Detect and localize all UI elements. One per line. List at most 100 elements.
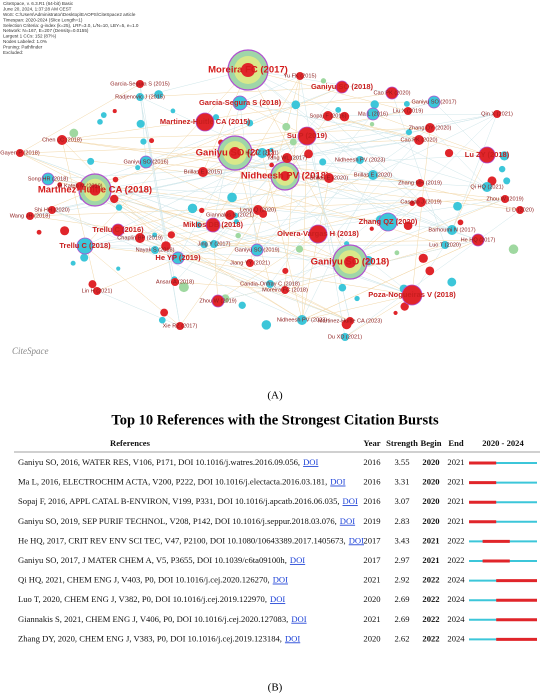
node-label: Trellu C (2018) xyxy=(59,241,111,250)
node xyxy=(26,212,34,220)
node xyxy=(93,287,101,295)
node-label: He YP (2019) xyxy=(155,253,201,262)
node xyxy=(76,182,84,190)
node xyxy=(346,317,354,325)
end: 2024 xyxy=(447,575,465,585)
node-label: Li D (2020) xyxy=(506,207,534,213)
edge xyxy=(372,113,488,156)
edge xyxy=(96,290,181,327)
doi-link[interactable]: DOI xyxy=(330,477,345,487)
node-label: Casado J (2019) xyxy=(400,199,441,205)
doi-link[interactable]: DOI xyxy=(291,614,306,624)
node xyxy=(87,157,95,165)
node xyxy=(297,126,317,146)
node-label: Martinez-Huitle CA (2018) xyxy=(38,185,152,196)
edge xyxy=(61,139,98,292)
node xyxy=(195,112,215,132)
node-label: Su P (2019) xyxy=(287,131,328,140)
doi-link[interactable]: DOI xyxy=(290,555,305,565)
edge xyxy=(19,152,351,322)
node xyxy=(149,138,155,144)
doi-link[interactable]: DOI xyxy=(285,633,300,643)
node-ring xyxy=(229,147,241,159)
begin: 2022 xyxy=(422,575,439,585)
edge xyxy=(139,237,351,322)
strength: 3.31 xyxy=(394,477,409,487)
node-label: Ganiyu SO (2021) xyxy=(196,148,275,159)
node-label: Garcia-Segura S (2015) xyxy=(110,81,170,87)
node-label: Brillas E (2020) xyxy=(310,175,348,181)
node xyxy=(88,280,97,289)
begin: 2022 xyxy=(422,633,439,643)
node-label: Zhou W (2019) xyxy=(199,298,236,304)
node xyxy=(441,241,449,249)
edge xyxy=(269,159,361,285)
node xyxy=(80,253,89,262)
begin: 2020 xyxy=(422,516,439,526)
node-label: Luo T (2020) xyxy=(429,242,461,248)
doi-link[interactable]: DOI xyxy=(343,496,358,506)
node xyxy=(115,204,123,211)
node xyxy=(282,267,289,274)
node-label: Trellu C (2016) xyxy=(92,225,144,234)
end: 2021 xyxy=(447,457,464,467)
node xyxy=(238,301,246,309)
edge xyxy=(451,154,488,231)
info-line: Network: N=167, E=207 (Density=0.0155) xyxy=(3,28,89,33)
node xyxy=(269,147,274,153)
node-label: Jiang YY (2021) xyxy=(230,260,270,266)
edge xyxy=(284,175,479,241)
node-label: Cao PK (2020) xyxy=(400,137,437,143)
node xyxy=(110,194,119,204)
begin: 2020 xyxy=(422,496,439,506)
column-header: Begin xyxy=(420,438,441,448)
node xyxy=(378,212,398,232)
year: 2016 xyxy=(363,496,381,506)
edge xyxy=(84,244,446,247)
node-label: Moreira FC (2018) xyxy=(262,287,308,293)
edge xyxy=(177,152,236,259)
begin: 2021 xyxy=(422,535,439,545)
node-label: Nidheesh PV (2023) xyxy=(277,317,328,323)
doi-link[interactable]: DOI xyxy=(270,594,285,604)
node xyxy=(112,176,119,183)
edge xyxy=(372,113,498,176)
table: References Year Strength Begin End 2020 - 202… xyxy=(14,438,540,643)
year: 2021 xyxy=(363,575,380,585)
edge xyxy=(372,174,521,211)
info-line: Timespan: 2020-2024 (Slice Length=1) xyxy=(3,17,83,22)
node-label: Poza-Nogueiras V (2018) xyxy=(368,290,456,299)
node xyxy=(414,135,424,145)
node xyxy=(425,123,435,133)
doi-link[interactable]: DOI xyxy=(349,535,364,545)
node-label: Brillas E (2020) xyxy=(354,172,392,178)
node xyxy=(232,95,248,111)
edge xyxy=(247,69,351,263)
edge xyxy=(51,113,498,211)
node-ring xyxy=(241,63,255,77)
edge xyxy=(269,198,506,285)
node xyxy=(366,107,380,121)
header-info: CiteSpace, v. 6.3.R1 (64-bit) BasicJune … xyxy=(3,1,139,55)
node xyxy=(112,109,117,114)
edge xyxy=(391,92,446,246)
doi-link[interactable]: DOI xyxy=(273,575,288,585)
node-label: Wang JH (2018) xyxy=(10,213,51,219)
edge xyxy=(139,83,181,327)
edge xyxy=(19,152,258,251)
doi-link[interactable]: DOI xyxy=(340,516,355,526)
node-label: Olvera-Vargas H (2018) xyxy=(277,229,359,238)
node-label: Chen LC (2018) xyxy=(42,137,82,143)
node xyxy=(160,308,169,317)
node xyxy=(171,278,179,286)
edge xyxy=(239,102,420,141)
strength: 2.69 xyxy=(394,614,409,624)
end: 2022 xyxy=(447,555,464,565)
node xyxy=(136,80,144,88)
node xyxy=(403,221,413,231)
edge xyxy=(451,113,498,231)
doi-link[interactable]: DOI xyxy=(303,457,318,467)
node-label: Cao PK (2020) xyxy=(373,90,410,96)
node-label: Ma L (2016) xyxy=(358,111,388,117)
node xyxy=(401,284,423,306)
